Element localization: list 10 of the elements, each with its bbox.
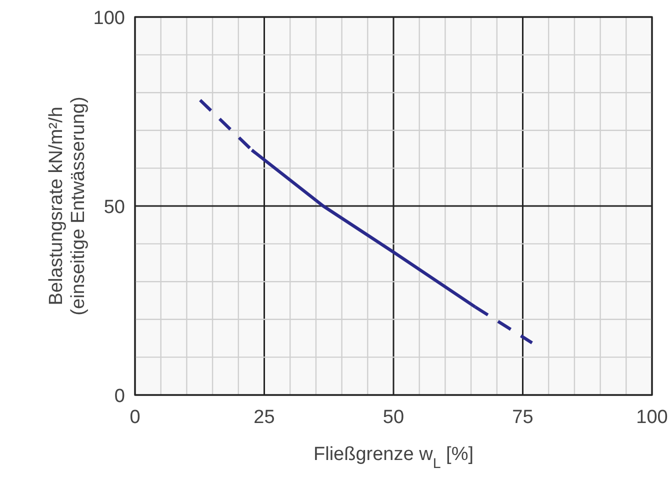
y-tick-label: 100 xyxy=(93,8,125,29)
y-tick-label: 0 xyxy=(114,386,125,407)
y-axis-title: Belastungsrate kN/m²/h (einseitige Entwässerung) xyxy=(46,96,89,316)
x-tick-label: 100 xyxy=(636,407,668,428)
x-tick-label: 0 xyxy=(130,407,140,428)
y-tick-label: 50 xyxy=(104,197,125,218)
x-tick-label: 25 xyxy=(254,407,275,428)
x-tick-label: 50 xyxy=(382,407,404,428)
x-tick-label: 75 xyxy=(512,407,534,428)
x-axis-title: Fließgrenze w$_{L}$ [%] xyxy=(314,444,474,472)
